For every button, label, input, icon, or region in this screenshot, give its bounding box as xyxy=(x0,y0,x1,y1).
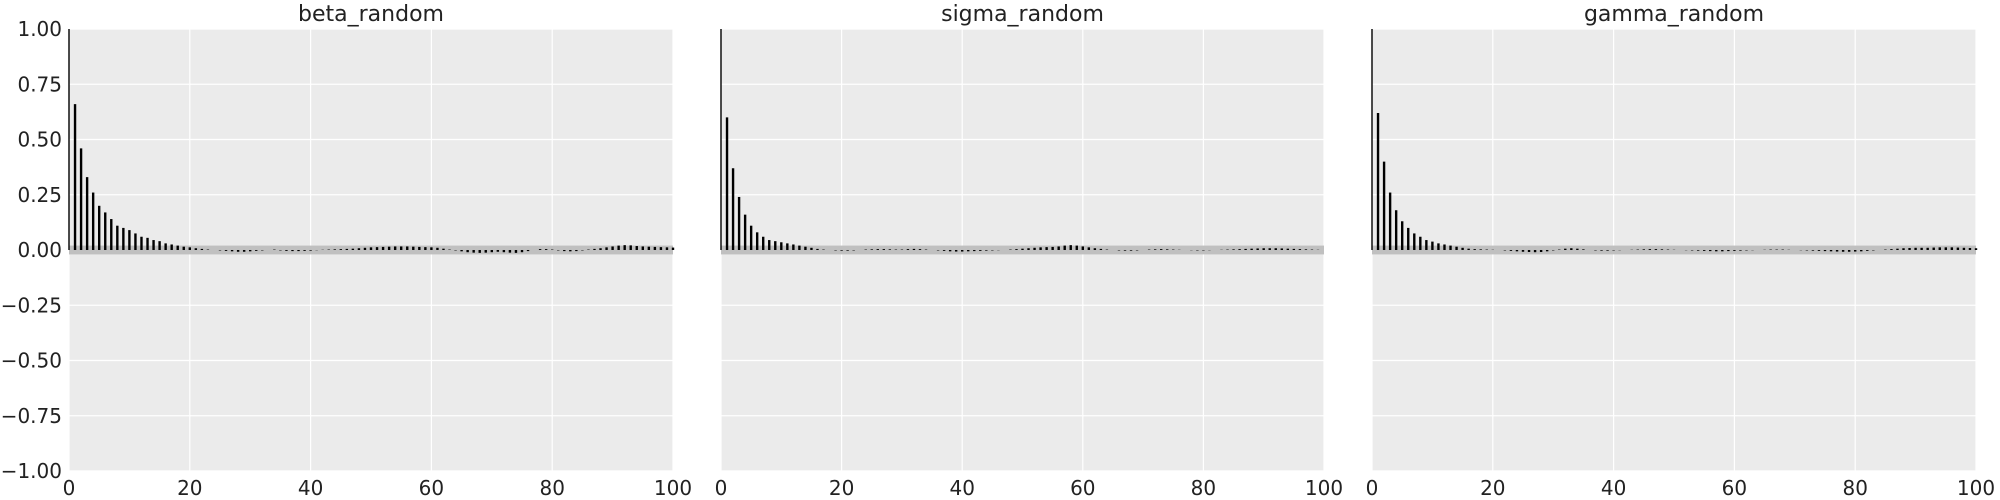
y-tick-label: −0.75 xyxy=(1,404,62,428)
x-tick-label: 60 xyxy=(419,476,444,500)
x-tick-label: 40 xyxy=(1601,476,1626,500)
x-tick-label: 0 xyxy=(63,476,76,500)
x-tick-label: 100 xyxy=(1957,476,1995,500)
x-tick-label: 40 xyxy=(949,476,974,500)
x-tick-label: 20 xyxy=(1480,476,1505,500)
y-tick-label: −0.50 xyxy=(1,349,62,373)
x-tick-label: 20 xyxy=(177,476,202,500)
chart-panel-2: gamma_random 0 20 40 60 80 100 xyxy=(1366,2,1995,500)
chart-title: gamma_random xyxy=(1584,2,1764,27)
y-tick-label: −0.25 xyxy=(1,293,62,317)
y-tick-label: −1.00 xyxy=(1,459,62,483)
x-tick-label: 40 xyxy=(298,476,323,500)
y-tick-label: 0.00 xyxy=(17,238,62,262)
x-tick-label: 100 xyxy=(654,476,692,500)
x-tick-label: 80 xyxy=(1191,476,1216,500)
y-tick-label: 1.00 xyxy=(17,17,62,41)
chart-title: beta_random xyxy=(298,2,444,27)
y-tick-label: 0.75 xyxy=(17,72,62,96)
chart-panel-1: sigma_random 0 20 40 60 80 100 xyxy=(715,2,1343,500)
x-tick-label: 60 xyxy=(1722,476,1747,500)
y-tick-label: 0.25 xyxy=(17,183,62,207)
x-tick-label: 80 xyxy=(1842,476,1867,500)
x-tick-label: 20 xyxy=(829,476,854,500)
x-tick-label: 60 xyxy=(1070,476,1095,500)
x-tick-label: 80 xyxy=(539,476,564,500)
chart-title: sigma_random xyxy=(941,2,1104,27)
y-tick-label: 0.50 xyxy=(17,128,62,152)
x-tick-label: 0 xyxy=(1366,476,1379,500)
x-tick-label: 100 xyxy=(1305,476,1343,500)
chart-panel-0: beta_random 0 20 40 60 80 100 −1.00 −0.75 −0.50 −0… xyxy=(1,2,692,500)
x-tick-label: 0 xyxy=(715,476,728,500)
